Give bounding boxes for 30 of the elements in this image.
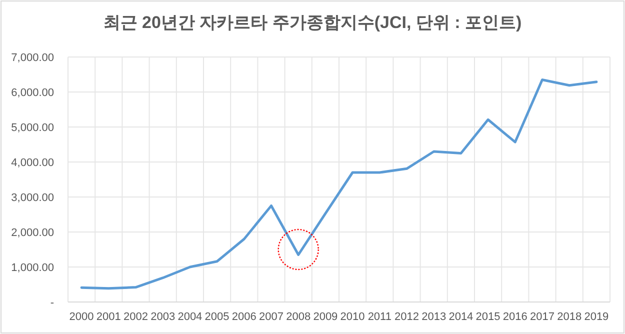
x-tick-label: 2013 [422, 311, 446, 323]
y-tick-label: 7,000.00 [11, 52, 54, 64]
line-series [80, 78, 598, 290]
y-tick-label: 2,000.00 [11, 227, 54, 239]
y-tick-label: 4,000.00 [11, 157, 54, 169]
y-tick-label: - [50, 297, 54, 309]
x-tick-label: 2016 [502, 311, 528, 323]
x-tick-label: 2003 [150, 311, 176, 323]
x-tick-label: 2014 [448, 311, 474, 323]
y-tick-label: 5,000.00 [11, 122, 54, 134]
x-tick-label: 2000 [69, 311, 94, 323]
x-tick-label: 2005 [204, 311, 230, 323]
y-tick-label: 3,000.00 [11, 192, 54, 204]
x-tick-label: 2010 [340, 311, 365, 323]
y-tick-label: 6,000.00 [11, 87, 54, 99]
x-tick-label: 2006 [232, 311, 256, 323]
y-tick-label: 1,000.00 [11, 262, 54, 274]
x-tick-label: 2002 [124, 311, 148, 323]
x-tick-label: 2009 [313, 311, 338, 323]
x-tick-label: 2004 [178, 311, 202, 323]
x-tick-label: 2011 [368, 311, 392, 323]
x-tick-label: 2015 [476, 311, 500, 323]
x-tick-label: 2012 [394, 311, 419, 323]
x-tick-label: 2017 [530, 311, 554, 323]
x-tick-label: 2001 [96, 311, 121, 323]
x-tick-label: 2008 [286, 311, 311, 323]
chart-title: 최근 20년간 자카르타 주가종합지수(JCI, 단위 : 포인트) [103, 13, 522, 32]
x-tick-label: 2019 [584, 311, 609, 323]
x-tick-label: 2007 [259, 311, 284, 323]
x-tick-label: 2018 [557, 311, 582, 323]
